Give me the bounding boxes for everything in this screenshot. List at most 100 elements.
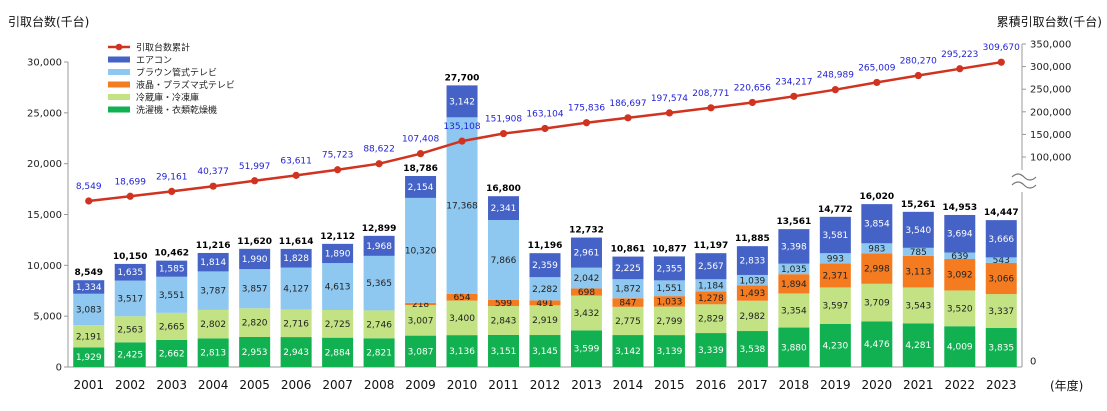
data-label: 3,398 [781, 242, 807, 252]
bar-segment [280, 248, 312, 268]
y-tick-label-right: 300,000 [1030, 62, 1071, 73]
bar-segment [695, 279, 727, 292]
data-label: 2,154 [408, 183, 434, 193]
x-tick-label: 2014 [613, 378, 644, 392]
x-tick-label: 2023 [986, 378, 1017, 392]
bar-segment [405, 305, 437, 336]
data-label: 3,854 [864, 220, 890, 230]
total-label: 10,877 [652, 244, 687, 254]
bar-segment [902, 247, 934, 256]
total-label: 10,861 [611, 245, 646, 255]
bar-segment [114, 280, 146, 317]
y-tick-label-right: 350,000 [1030, 40, 1071, 51]
x-tick-label: 2007 [322, 378, 353, 392]
bar-segment [405, 335, 437, 367]
cumulative-label: 135,108 [443, 122, 480, 132]
bar-segment [322, 243, 354, 264]
x-tick-label: 2021 [903, 378, 934, 392]
data-label: 2,802 [200, 320, 226, 330]
data-label: 1,039 [740, 276, 766, 286]
bar-segment [239, 336, 271, 367]
cumulative-point [168, 187, 176, 196]
y-tick-label-left: 0 [56, 363, 62, 374]
bar-segment [239, 308, 271, 337]
data-label: 2,943 [283, 348, 309, 358]
data-label: 3,599 [574, 345, 600, 355]
cumulative-label: 265,009 [858, 63, 895, 73]
data-label: 4,281 [905, 341, 931, 351]
data-label: 543 [993, 256, 1010, 266]
bar-segment [322, 337, 354, 367]
cumulative-point [624, 114, 632, 122]
data-label: 3,709 [864, 299, 890, 309]
cumulative-point [707, 104, 715, 112]
total-label: 15,261 [901, 200, 936, 210]
data-label: 3,597 [822, 302, 848, 312]
bar-segment [446, 293, 478, 301]
bar-segment [156, 260, 188, 277]
x-tick-label: 2009 [405, 378, 436, 392]
data-label: 3,400 [449, 314, 475, 324]
data-label: 3,142 [449, 97, 475, 107]
y-tick-label-right: 200,000 [1030, 107, 1071, 118]
legend-label: 洗濯機・衣類乾燥機 [136, 104, 217, 116]
bar-segment [695, 291, 727, 305]
total-label: 11,620 [237, 237, 272, 247]
bar-segment [944, 326, 976, 367]
data-label: 17,368 [446, 202, 478, 212]
data-label: 3,139 [657, 347, 683, 357]
bar-segment [902, 211, 934, 248]
y-tick-label-left: 15,000 [27, 210, 62, 221]
total-label: 8,549 [75, 268, 103, 278]
data-label: 599 [495, 299, 512, 309]
data-label: 1,278 [698, 294, 724, 304]
cumulative-point [997, 58, 1005, 66]
legend-label: エアコン [136, 56, 172, 66]
data-label: 3,432 [574, 309, 600, 319]
cumulative-point [251, 177, 259, 185]
bar-segment [363, 235, 395, 256]
bar-segment [653, 296, 685, 307]
data-label: 2,563 [117, 325, 143, 335]
total-label: 18,786 [403, 164, 438, 174]
bar-segment [114, 342, 146, 367]
x-tick-label: 2006 [281, 378, 312, 392]
bar-segment [529, 253, 561, 278]
bar-segment [653, 280, 685, 297]
bar-segment [819, 216, 851, 254]
cumulative-point [665, 109, 674, 117]
cumulative-label: 197,574 [651, 94, 688, 104]
data-label: 3,543 [905, 301, 931, 311]
bar-segment [778, 293, 810, 328]
data-label: 2,775 [615, 317, 641, 327]
legend-swatch [108, 94, 130, 100]
cumulative-point [831, 86, 839, 94]
x-tick-label: 2010 [447, 378, 478, 392]
y-tick-label-right: 100,000 [1030, 153, 1071, 164]
y-tick-label-left: 10,000 [27, 261, 62, 272]
data-label: 639 [951, 252, 968, 262]
total-label: 11,216 [196, 241, 231, 251]
bar-segment [197, 271, 229, 310]
bar-segment [570, 330, 602, 367]
bar-segment [570, 267, 602, 289]
bar-segment [156, 312, 188, 340]
data-label: 847 [619, 299, 636, 309]
bar-segment [819, 287, 851, 324]
data-label: 2,225 [615, 264, 641, 274]
x-tick-label: 2020 [862, 378, 893, 392]
data-label: 1,635 [117, 268, 143, 278]
bar-segment [861, 243, 893, 254]
total-label: 11,614 [279, 237, 314, 247]
bar-segment [819, 323, 851, 367]
data-label: 2,567 [698, 262, 724, 272]
y-axis-right-label: 累積引取台数(千台) [997, 14, 1102, 29]
data-label: 3,551 [159, 291, 185, 301]
cumulative-point [541, 124, 549, 133]
x-tick-label: 2017 [737, 378, 768, 392]
axis-break-mark [1011, 173, 1037, 189]
y-tick-label-right: 150,000 [1030, 130, 1071, 141]
x-tick-label: 2005 [239, 378, 270, 392]
bar-segment [612, 298, 644, 307]
cumulative-label: 295,223 [941, 50, 978, 60]
